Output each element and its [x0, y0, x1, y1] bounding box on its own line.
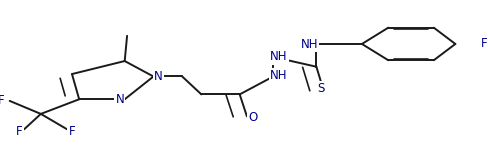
Text: N: N [115, 93, 124, 106]
Text: F: F [16, 125, 22, 138]
Text: NH: NH [270, 69, 287, 82]
Text: O: O [247, 112, 257, 124]
Text: NH: NH [270, 50, 287, 63]
Text: S: S [317, 82, 324, 95]
Text: F: F [0, 94, 4, 107]
Text: F: F [480, 38, 487, 50]
Text: NH: NH [300, 38, 317, 51]
Text: F: F [68, 125, 75, 138]
Text: N: N [154, 70, 163, 83]
